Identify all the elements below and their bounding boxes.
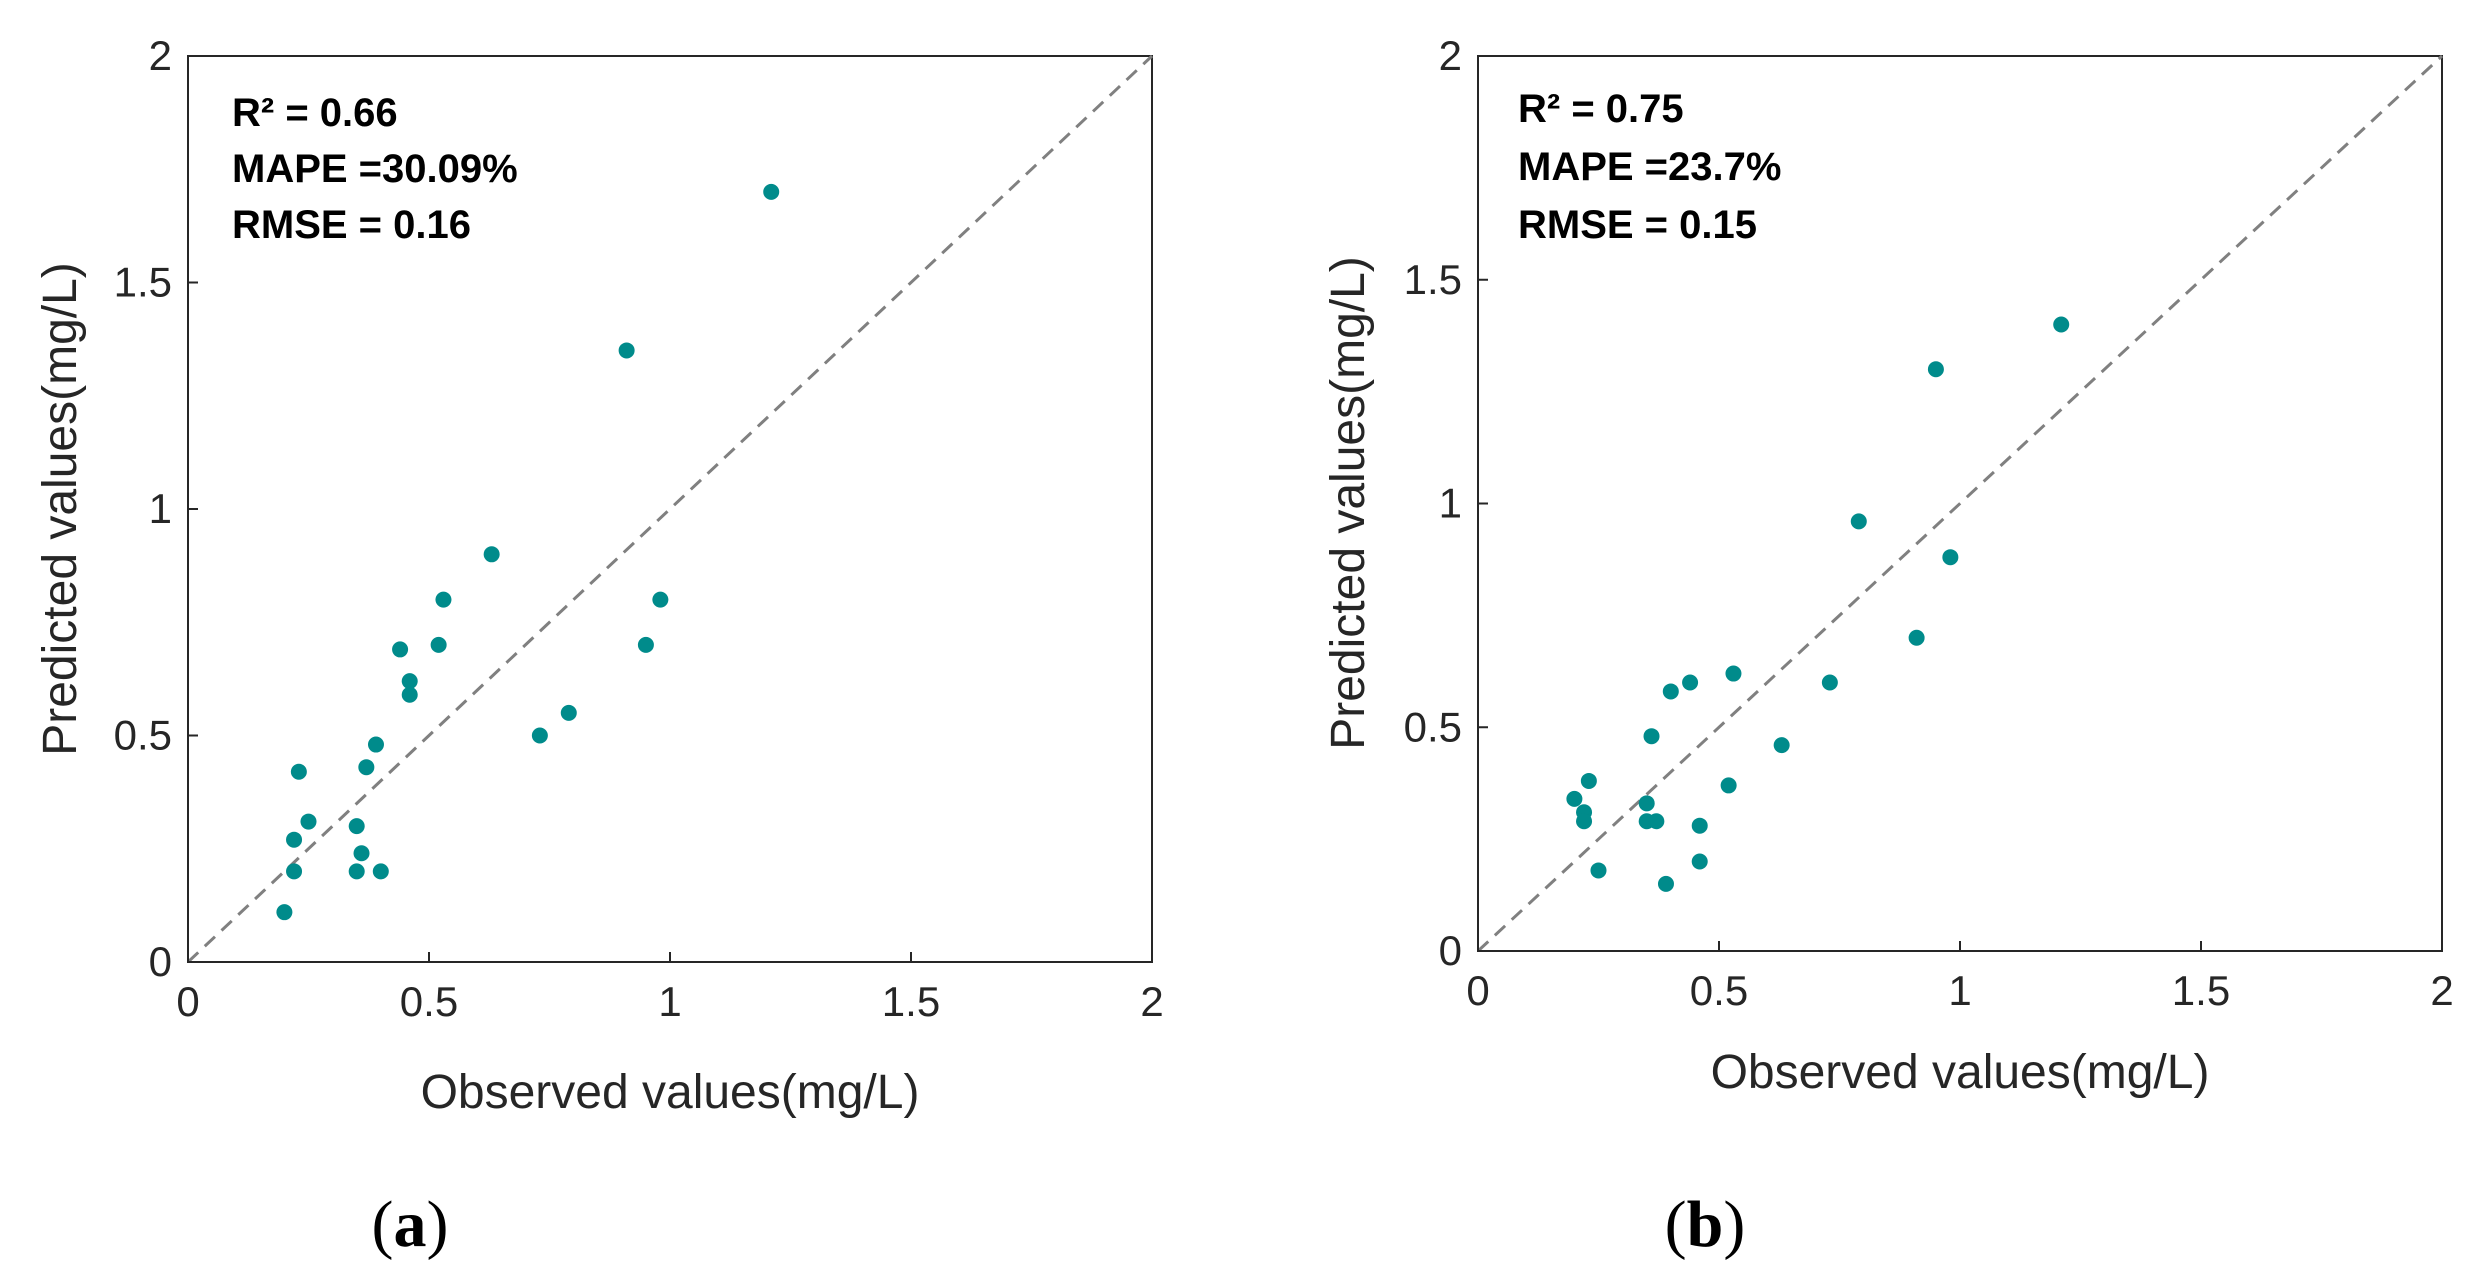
data-point	[1566, 790, 1583, 807]
data-point	[290, 763, 307, 780]
scatter-points	[276, 183, 780, 921]
data-point	[1942, 549, 1959, 566]
data-point	[300, 813, 317, 830]
scatter-points	[1566, 316, 2070, 892]
data-point	[1691, 817, 1708, 834]
data-point	[1662, 683, 1679, 700]
data-point	[1850, 513, 1867, 530]
x-tick-label: 0	[1466, 967, 1489, 1014]
x-tick-label: 2	[2430, 967, 2453, 1014]
data-point	[1927, 361, 1944, 378]
y-tick-label: 0	[1439, 927, 1462, 974]
data-point	[1638, 795, 1655, 812]
one-to-one-line	[186, 54, 1154, 964]
rmse-stat: RMSE = 0.15	[1518, 203, 1757, 247]
panel-letter: a	[394, 1188, 427, 1261]
one-to-one-line	[1476, 54, 2444, 953]
panel-a: 0 0.5 1 1.5 2 0 0.5 1 1.5 2 R² = 0.66 MAPE =30.0…	[34, 32, 1164, 1261]
data-point	[637, 636, 654, 653]
y-axis-label: Predicted values(mg/L)	[1322, 256, 1375, 750]
data-point	[286, 863, 303, 880]
y-tick-label: 2	[1439, 32, 1462, 79]
data-point	[348, 818, 365, 835]
y-tick-label: 1	[149, 485, 172, 532]
data-point	[1908, 629, 1925, 646]
x-tick-label: 2	[1140, 978, 1163, 1025]
x-tick-label: 1	[1948, 967, 1971, 1014]
x-tick-label: 1.5	[2172, 967, 2230, 1014]
y-tick-label: 0.5	[114, 712, 172, 759]
plot-area-frame	[187, 55, 1153, 963]
y-tick-label: 1.5	[114, 259, 172, 306]
x-tick-label: 0.5	[1690, 967, 1748, 1014]
mape-stat: MAPE =23.7%	[1518, 145, 1781, 189]
data-point	[372, 863, 389, 880]
y-tick-label: 1	[1439, 480, 1462, 527]
data-point	[392, 641, 409, 658]
y-axis-label: Predicted values(mg/L)	[34, 262, 87, 756]
data-point	[348, 863, 365, 880]
data-point	[401, 673, 418, 690]
data-point	[1821, 674, 1838, 691]
y-axis-ticks: 0 0.5 1 1.5 2	[1404, 32, 1488, 974]
x-axis-ticks: 0 0.5 1 1.5 2	[1466, 941, 2454, 1014]
data-point	[1580, 772, 1597, 789]
rmse-stat: RMSE = 0.16	[232, 203, 471, 247]
data-point	[1590, 862, 1607, 879]
data-point	[1657, 875, 1674, 892]
data-point	[353, 845, 370, 862]
data-point	[618, 342, 635, 359]
x-axis-ticks: 0 0.5 1 1.5 2	[176, 952, 1164, 1025]
panel-letter: b	[1687, 1188, 1724, 1261]
data-point	[2053, 316, 2070, 333]
x-tick-label: 0	[176, 978, 199, 1025]
r2-stat: R² = 0.75	[1518, 87, 1684, 131]
data-point	[435, 591, 452, 608]
x-tick-label: 1	[658, 978, 681, 1025]
data-point	[1725, 665, 1742, 682]
data-point	[763, 183, 780, 200]
data-point	[358, 759, 375, 776]
y-tick-label: 0	[149, 938, 172, 985]
data-point	[1576, 813, 1593, 830]
data-point	[1691, 853, 1708, 870]
y-tick-label: 2	[149, 32, 172, 79]
y-axis-ticks: 0 0.5 1 1.5 2	[114, 32, 198, 985]
data-point	[560, 704, 577, 721]
y-tick-label: 0.5	[1404, 703, 1462, 750]
data-point	[483, 546, 500, 563]
panel-label: (a)	[372, 1188, 449, 1261]
data-point	[1643, 728, 1660, 745]
data-point	[1682, 674, 1699, 691]
data-point	[367, 736, 384, 753]
panel-label: (b)	[1665, 1188, 1746, 1261]
panel-b: 0 0.5 1 1.5 2 0 0.5 1 1.5 2 R² = 0.75 MAPE =23.7…	[1322, 32, 2454, 1261]
data-point	[286, 831, 303, 848]
r2-stat: R² = 0.66	[232, 91, 398, 135]
data-point	[276, 904, 293, 921]
data-point	[1648, 813, 1665, 830]
x-axis-label: Observed values(mg/L)	[1711, 1046, 2210, 1099]
x-tick-label: 0.5	[400, 978, 458, 1025]
y-tick-label: 1.5	[1404, 256, 1462, 303]
data-point	[1773, 737, 1790, 754]
data-point	[652, 591, 669, 608]
data-point	[531, 727, 548, 744]
mape-stat: MAPE =30.09%	[232, 147, 518, 191]
x-tick-label: 1.5	[882, 978, 940, 1025]
x-axis-label: Observed values(mg/L)	[421, 1066, 920, 1119]
data-point	[401, 686, 418, 703]
data-point	[1720, 777, 1737, 794]
data-point	[430, 636, 447, 653]
